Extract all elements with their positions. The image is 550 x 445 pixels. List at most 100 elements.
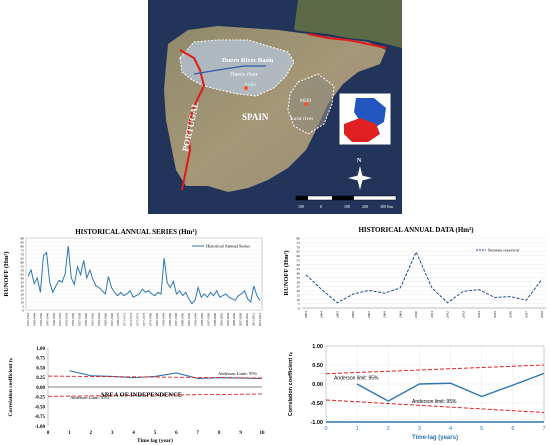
scale-tick-1: 0 <box>320 204 322 209</box>
north-label: N <box>357 158 362 164</box>
x-axis-label: Time-lag (years) <box>412 435 458 441</box>
y-tick-label: -1.00 <box>35 425 46 430</box>
y-tick-label: 25 <box>297 285 301 289</box>
y-tick-label: 0.00 <box>312 382 323 388</box>
x-tick-label: 7 <box>197 431 200 436</box>
x-tick-label: 1943-1944 <box>32 313 36 326</box>
x-tick-label: 1965-1966 <box>103 313 107 326</box>
x-axis-label: Time lag (year) <box>137 437 173 444</box>
y-tick-label: 5 <box>22 305 24 309</box>
y-tick-label: 75 <box>21 249 25 253</box>
y-tick-label: 25 <box>21 289 25 293</box>
series-line-1 <box>325 364 545 375</box>
label-site: 8030 <box>300 98 311 104</box>
x-tick-label: 6 <box>175 431 178 436</box>
x-tick-label: 2004 <box>320 311 324 318</box>
jucar-basin-area <box>287 73 335 135</box>
y-tick-label: 60 <box>297 254 301 258</box>
x-tick-label: 2007-2008 <box>239 313 243 326</box>
x-tick-label: 2017 <box>524 311 528 318</box>
x-tick-label: 2016 <box>509 311 513 318</box>
x-tick-label: 1963-1964 <box>97 313 101 326</box>
x-tick-label: 1941-1942 <box>26 313 30 326</box>
y-tick-label: 20 <box>297 289 301 293</box>
y-tick-label: 5 <box>298 302 300 306</box>
y-tick-label: 70 <box>297 245 301 249</box>
x-tick-label: 0 <box>324 426 327 432</box>
y-axis-label: RUNOFF (Hm³) <box>3 251 10 296</box>
label-duero-river: Duero river <box>230 72 258 78</box>
x-tick-label: 8 <box>218 431 221 436</box>
correlogram-chart-2: Correlation coefficient rₖ 1.00 0.50 0.00 -0… <box>288 344 546 441</box>
chart-title: HISTORICAL ANNUAL DATA (Hm³) <box>358 226 474 234</box>
x-tick-label: 2018 <box>540 311 544 318</box>
x-tick-label: 1969-1970 <box>116 313 120 326</box>
scale-tick-3: 200 <box>362 204 368 209</box>
x-tick-label: 2014 <box>477 311 481 318</box>
series-line-historical <box>27 245 261 305</box>
x-tick-label: 0 <box>47 431 50 436</box>
y-tick-label: -0.25 <box>35 396 46 401</box>
y-axis-label: Correlation coefficient rₖ <box>8 357 14 417</box>
y-tick-label: 60 <box>21 261 25 265</box>
y-tick-label: 0.75 <box>36 357 45 362</box>
y-tick-label: 45 <box>297 267 301 271</box>
y-tick-label: 15 <box>21 297 25 301</box>
y-tick-label: 80 <box>297 237 301 241</box>
y-tick-label: 30 <box>297 280 301 284</box>
y-tick-label: 80 <box>21 245 25 249</box>
x-tick-label: 5 <box>480 426 483 432</box>
france-land <box>294 0 402 48</box>
historical-annual-series-chart: HISTORICAL ANNUAL SERIES (Hm³) RUNOFF (Hm… <box>3 228 263 326</box>
annotation-lower-limit: Anderson Limit: 95% <box>70 395 109 400</box>
series-line-serones <box>305 250 543 304</box>
scale-bar: 100 0 100 200 300 Km <box>295 195 397 209</box>
x-tick-label: 1 <box>356 426 359 432</box>
x-tick-label: 1989-1990 <box>181 313 185 326</box>
avila-marker <box>244 86 248 90</box>
y-tick-label: -0.75 <box>35 415 46 420</box>
y-tick-label: 50 <box>297 263 301 267</box>
x-tick-label: 1967-1968 <box>110 313 114 326</box>
x-tick-label: 2013 <box>461 311 465 318</box>
correlogram-chart-1: Correlation coefficient rₖ 1.00 0.75 0.50 0.… <box>8 347 265 444</box>
y-tick-label: 75 <box>297 241 301 245</box>
x-tick-label: 1949-1950 <box>52 313 56 326</box>
x-tick-label: 2 <box>387 426 390 432</box>
x-tick-label: 2013-2014 <box>258 313 262 326</box>
x-tick-label: 1983-1984 <box>161 313 165 326</box>
x-tick-label: 2015 <box>493 311 497 318</box>
x-tick-label: 2009-2010 <box>245 313 249 326</box>
x-tick-label: 2006 <box>351 311 355 318</box>
duero-basin-area <box>179 39 295 97</box>
y-tick-label: 0.00 <box>36 386 45 391</box>
inset-iberia <box>344 118 380 142</box>
x-tick-label: 6 <box>511 426 514 432</box>
north-arrow-icon <box>348 166 372 190</box>
y-tick-label: 1.00 <box>36 347 45 352</box>
y-tick-label: 55 <box>21 265 25 269</box>
site-marker <box>304 102 308 106</box>
x-tick-label: 1973-1974 <box>129 313 133 326</box>
y-tick-label: 40 <box>297 272 301 276</box>
label-duero-basin: Duero River Basin <box>222 57 274 64</box>
x-tick-label: 1975-1976 <box>136 313 140 326</box>
historical-annual-data-chart: HISTORICAL ANNUAL DATA (Hm³) RUNOFF (Hm³)… <box>283 226 546 318</box>
study-area-map: Duero River Basin Duero river Avila SPAI… <box>148 0 402 214</box>
x-tick-label: 2001-2002 <box>219 313 223 326</box>
y-tick-label: 90 <box>21 237 25 241</box>
series-line-0 <box>356 372 545 402</box>
x-tick-label: 2009 <box>398 311 402 318</box>
y-tick-label: 0.50 <box>36 366 45 371</box>
x-tick-label: 3 <box>111 431 114 436</box>
y-axis-label: Correlation coefficient rₖ <box>288 351 294 416</box>
y-tick-label: 10 <box>297 298 301 302</box>
x-tick-label: 2011-2012 <box>252 313 256 326</box>
annotation-lower-limit: Anderson limit: 95% <box>412 399 457 405</box>
y-tick-label: 10 <box>21 301 25 305</box>
x-tick-label: 1991-1992 <box>187 313 191 326</box>
x-tick-label: 1947-1948 <box>45 313 49 326</box>
x-tick-label: 9 <box>239 431 242 436</box>
y-tick-label: 70 <box>21 253 25 257</box>
y-tick-label: 30 <box>21 285 25 289</box>
